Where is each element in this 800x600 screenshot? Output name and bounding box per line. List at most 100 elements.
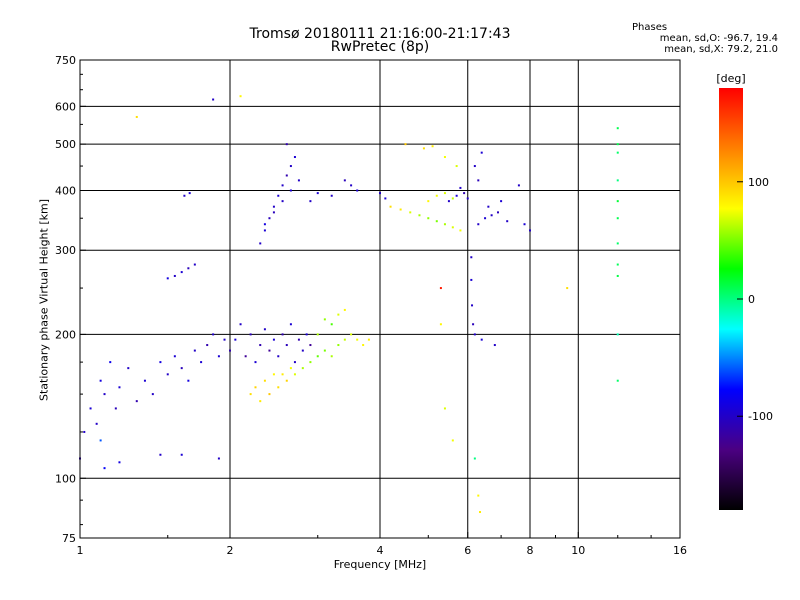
data-point — [229, 349, 231, 352]
data-point — [281, 373, 284, 376]
data-point — [480, 338, 483, 341]
data-point — [180, 453, 183, 456]
data-point — [616, 379, 619, 382]
data-point — [297, 179, 300, 182]
data-point — [244, 355, 247, 358]
data-point — [566, 287, 569, 290]
data-point — [135, 115, 138, 118]
data-point — [173, 274, 176, 277]
data-point — [493, 344, 496, 347]
data-point — [263, 328, 266, 331]
data-point — [143, 379, 146, 382]
data-point — [496, 211, 499, 214]
data-point — [471, 304, 474, 307]
data-point — [289, 189, 292, 192]
data-point — [443, 223, 446, 226]
data-point — [188, 192, 191, 195]
data-point — [350, 184, 353, 187]
data-point — [337, 313, 340, 316]
data-point — [431, 145, 434, 148]
x-tick-label: 16 — [673, 544, 687, 557]
data-point — [404, 143, 407, 146]
phases-o-mode-stats: mean, sd,O: -96.7, 19.4 — [659, 33, 778, 44]
data-point — [293, 361, 296, 364]
data-point — [451, 197, 454, 200]
data-point — [343, 179, 346, 182]
data-point — [616, 242, 619, 245]
data-point — [616, 200, 619, 203]
data-point — [330, 323, 333, 326]
data-point — [399, 208, 402, 211]
data-point — [323, 318, 326, 321]
data-point — [447, 200, 450, 203]
data-point — [439, 287, 442, 290]
data-point — [259, 400, 262, 403]
data-point — [89, 407, 92, 410]
data-point — [187, 267, 190, 270]
chart-title: Tromsø 20180111 21:16:00-21:17:43 — [249, 26, 511, 42]
data-point — [114, 407, 117, 410]
data-point — [180, 271, 183, 274]
data-point — [173, 355, 176, 358]
data-point — [187, 379, 190, 382]
data-point — [285, 344, 288, 347]
data-point — [272, 205, 275, 208]
data-point — [254, 361, 257, 364]
data-point — [616, 263, 619, 266]
y-tick-label: 750 — [55, 54, 76, 67]
y-tick-label: 400 — [55, 184, 76, 197]
data-point — [309, 200, 312, 203]
data-point — [293, 156, 296, 159]
phases-title: Phases — [632, 22, 668, 33]
data-point — [477, 179, 480, 182]
colorbar: [deg] 100 0 -100 — [716, 72, 773, 510]
data-point — [500, 200, 503, 203]
data-point — [285, 143, 288, 146]
data-point — [259, 242, 262, 245]
data-point — [477, 223, 480, 226]
data-point — [487, 205, 490, 208]
data-point — [234, 338, 237, 341]
data-point — [249, 393, 252, 396]
colorbar-label: [deg] — [716, 72, 745, 85]
colorbar-tick-label: 100 — [748, 176, 769, 189]
data-point — [159, 453, 162, 456]
data-point — [409, 211, 412, 214]
data-point — [212, 333, 215, 336]
y-tick-label: 75 — [62, 532, 76, 545]
data-point — [356, 338, 359, 341]
data-point — [523, 223, 526, 226]
data-point — [616, 143, 619, 146]
x-axis-label: Frequency [MHz] — [333, 558, 427, 571]
y-tick-label: 100 — [55, 472, 76, 485]
data-point — [249, 333, 252, 336]
data-point — [427, 217, 430, 220]
data-point — [239, 323, 242, 326]
y-tick-label: 300 — [55, 244, 76, 257]
data-point — [254, 386, 257, 389]
data-point — [330, 194, 333, 197]
data-point — [268, 217, 271, 220]
data-point — [323, 349, 326, 352]
x-tick-label: 2 — [227, 544, 234, 557]
data-point — [490, 214, 493, 217]
data-point — [343, 338, 346, 341]
x-tick-label: 1 — [77, 544, 84, 557]
data-point — [223, 338, 226, 341]
data-point — [83, 430, 86, 433]
data-point — [272, 373, 275, 376]
data-point — [277, 386, 280, 389]
data-point — [529, 229, 531, 232]
data-point — [616, 179, 619, 182]
y-tick-label: 600 — [55, 100, 76, 113]
data-point — [277, 194, 280, 197]
data-point — [616, 333, 619, 336]
axes: 1 2 4 6 8 10 16 75 100 200 300 400 500 600 750 — [55, 54, 687, 557]
data-point — [212, 98, 215, 101]
data-point — [479, 511, 482, 514]
colorbar-tick-label: 0 — [748, 293, 755, 306]
data-point — [263, 229, 266, 232]
data-point — [470, 278, 473, 281]
data-point — [455, 194, 458, 197]
